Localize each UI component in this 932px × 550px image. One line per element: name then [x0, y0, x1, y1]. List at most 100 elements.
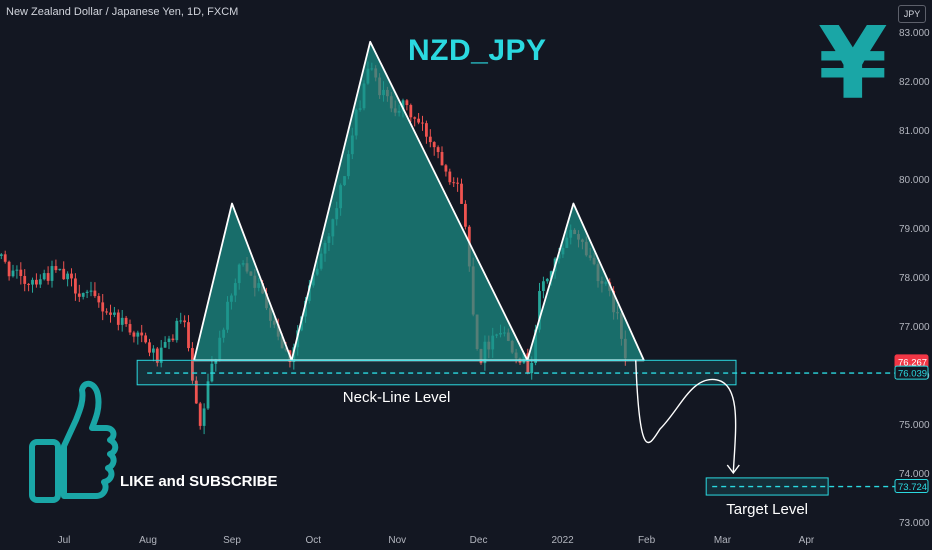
neckline-price-label: 76.039 [898, 369, 927, 380]
yen-icon: ¥ [818, 5, 888, 122]
target-price-badge [894, 479, 929, 494]
candle-body [413, 117, 417, 119]
candle-body [116, 312, 120, 325]
candle-body [19, 269, 23, 277]
candle-body [206, 381, 210, 409]
candle-body [183, 320, 187, 323]
candle-body [460, 183, 463, 204]
candle-body [85, 291, 89, 293]
left-shoulder-shape [193, 202, 293, 362]
arrow-head-icon [726, 464, 740, 475]
candle-body [152, 348, 155, 353]
candle-body [526, 353, 530, 374]
candle-body [50, 266, 54, 281]
candle-body [436, 147, 440, 153]
right-shoulder-shape [526, 202, 645, 362]
time-tick-label: 2022 [551, 535, 574, 546]
candle-body [456, 182, 460, 184]
candle-body [549, 271, 553, 279]
candle-body [11, 270, 15, 277]
candle-body [144, 335, 148, 343]
candle-body [163, 342, 167, 348]
target-price-label: 73.724 [898, 482, 927, 493]
candle-body [452, 182, 456, 184]
price-tick-label: 74.000 [899, 469, 930, 480]
candle-body [448, 171, 452, 183]
time-tick-label: Aug [139, 535, 157, 546]
candle-body [101, 302, 105, 312]
time-tick-label: Mar [714, 535, 732, 546]
time-tick-label: Nov [388, 535, 406, 546]
candle-body [132, 332, 136, 337]
candle-body [444, 165, 448, 172]
time-axis[interactable]: Jul Aug Sep Oct Nov Dec 2022 Feb Mar Apr [58, 535, 815, 546]
like-subscribe-text: LIKE and SUBSCRIBE [120, 473, 278, 490]
candle-body [27, 283, 31, 285]
neckline-price-badge [894, 365, 929, 380]
price-tick-label: 78.000 [899, 273, 930, 284]
candle-body [194, 380, 198, 404]
neckline-zone: Neck-Line Level [136, 359, 895, 406]
price-axis[interactable]: 73.00074.00075.00076.00077.00078.00079.0… [894, 28, 930, 529]
candle-body [464, 203, 467, 227]
currency-badge[interactable]: JPY [898, 5, 926, 23]
target-zone: Target Level [705, 477, 895, 518]
candle-body [62, 268, 66, 280]
head-and-shoulders-pattern [193, 40, 645, 362]
candle-body [66, 273, 70, 280]
candle-body [38, 279, 42, 285]
candle-body [15, 269, 19, 271]
candle-body [97, 296, 101, 303]
candle-body [538, 291, 541, 330]
candle-body [31, 279, 34, 285]
candle-body [42, 273, 46, 280]
chart-title: NZD_JPY [408, 34, 547, 67]
candle-body [113, 312, 116, 315]
candle-body [105, 311, 109, 313]
candle-body [171, 338, 175, 341]
candle-body [0, 254, 3, 256]
candle-body [58, 268, 62, 271]
thumb-hand [61, 380, 119, 499]
candle-body [179, 320, 183, 322]
price-tick-label: 79.000 [899, 224, 930, 235]
candle-body [140, 332, 144, 336]
neckline-label: Neck-Line Level [343, 389, 451, 406]
candle-body [54, 266, 58, 271]
candle-body [401, 100, 405, 111]
time-tick-label: Sep [223, 535, 241, 546]
candle-body [530, 362, 534, 374]
candle-body [70, 273, 73, 279]
candle-body [89, 290, 93, 292]
time-tick-label: Oct [306, 535, 322, 546]
candle-body [35, 279, 38, 285]
candle-body [136, 332, 140, 337]
price-tick-label: 83.000 [899, 28, 930, 39]
thumbs-up-icon [29, 380, 119, 503]
candle-body [23, 276, 27, 284]
candle-body [93, 290, 97, 297]
candle-body [46, 273, 50, 281]
time-tick-label: Feb [638, 535, 656, 546]
candle-body [155, 348, 159, 363]
candle-body [214, 359, 218, 364]
thumb-cuff [29, 439, 61, 503]
candle-body [175, 320, 179, 341]
candle-body [3, 254, 7, 262]
candle-body [148, 342, 151, 353]
candle-body [405, 100, 409, 106]
candle-body [421, 122, 424, 124]
candle-body [409, 105, 413, 118]
candle-body [542, 281, 545, 292]
candle-body [417, 118, 421, 123]
time-tick-label: Dec [470, 535, 488, 546]
head-shape [290, 40, 529, 362]
instrument-title: New Zealand Dollar / Japanese Yen, 1D, F… [6, 6, 239, 18]
candle-body [74, 278, 77, 294]
price-tick-label: 75.000 [899, 420, 930, 431]
projection-curve [635, 360, 737, 474]
candle-body [128, 324, 132, 333]
price-tick-label: 81.000 [899, 126, 930, 137]
candle-body [81, 292, 85, 297]
